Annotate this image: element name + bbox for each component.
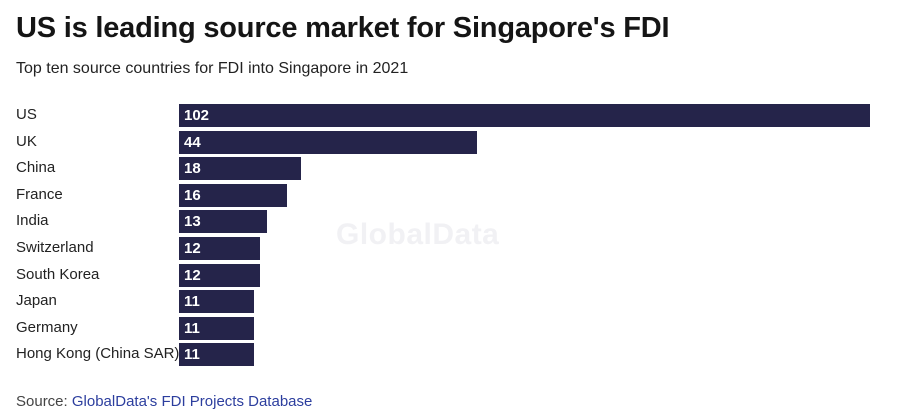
chart-title: US is leading source market for Singapor… [16,12,670,44]
category-label: China [16,159,56,177]
category-label: Japan [16,292,57,310]
category-label: India [16,212,49,230]
bar [179,343,254,367]
bar-row: Switzerland 12 [0,237,900,260]
bar-row: UK 44 [0,130,900,154]
source-link[interactable]: GlobalData's FDI Projects Database [71,393,313,410]
bar [179,263,261,287]
value-label: 44 [184,133,201,151]
bar-row: India 13 [0,210,900,234]
bar-row: South Korea 12 [0,263,900,287]
category-label: Switzerland [16,239,94,256]
bar [179,130,478,154]
source-note: Source: GlobalData's FDI Projects Databa… [16,393,312,410]
source-prefix: Source: [16,393,72,410]
bar-row: Hong Kong (China SAR) 11 [0,343,900,367]
value-label: 11 [184,346,200,364]
bar-chart: US 102 UK 44 China 18 France 16 India 13 Switzerla… [0,104,900,367]
category-label: US [16,106,37,123]
value-label: 13 [184,213,201,231]
bar-row: China 18 [0,157,900,181]
value-label: 11 [184,293,200,311]
category-label: Hong Kong (China SAR) [16,345,180,363]
bar-row: US 102 [0,104,900,127]
bar [179,210,268,234]
value-label: 18 [184,160,201,178]
bar-row: Germany 11 [0,316,900,340]
bar-row: France 16 [0,183,900,207]
bar [179,237,261,260]
category-label: France [16,185,63,203]
watermark-logo: GlobalData [336,218,500,251]
value-label: 16 [184,186,201,204]
bar-row: Japan 11 [0,290,900,314]
bar [179,290,254,314]
value-label: 12 [184,266,201,284]
category-label: Germany [16,318,78,336]
value-label: 11 [184,319,200,337]
bar [179,157,301,181]
bar [179,316,254,340]
bar [179,183,288,207]
chart-subtitle: Top ten source countries for FDI into Si… [16,60,409,77]
value-label: 12 [184,240,201,257]
category-label: South Korea [16,265,100,283]
category-label: UK [16,132,37,150]
bar [179,104,870,127]
value-label: 102 [184,107,210,124]
